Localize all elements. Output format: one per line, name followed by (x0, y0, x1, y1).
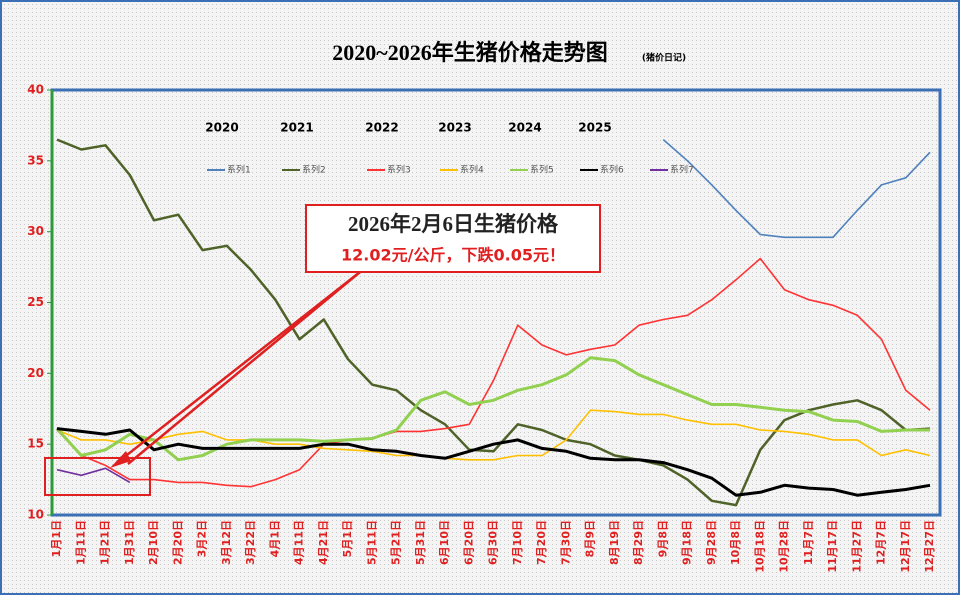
x-tick-label: 12月17日 (899, 520, 912, 573)
callout-title: 2026年2月6日生猪价格 (348, 212, 559, 236)
legend-label: 系列3 (387, 164, 411, 176)
x-tick-label: 8月9日 (584, 520, 597, 557)
year-label: 2021 (280, 121, 313, 135)
y-tick-label: 25 (27, 295, 44, 309)
arrow (117, 271, 361, 463)
x-tick-label: 2月10日 (147, 520, 160, 565)
x-tick-label: 1月11日 (74, 520, 87, 565)
x-tick-label: 5月21日 (390, 520, 403, 565)
highlight-box (44, 457, 151, 496)
x-tick-label: 2月20日 (171, 520, 184, 565)
legend-label: 系列2 (302, 164, 326, 176)
x-tick-label: 3月22日 (244, 520, 257, 565)
y-tick-label: 20 (27, 366, 44, 380)
x-tick-label: 7月20日 (535, 520, 548, 565)
x-tick-label: 10月8日 (729, 520, 742, 565)
x-tick-label: 4月11日 (293, 520, 306, 565)
x-tick-label: 10月18日 (753, 520, 766, 573)
year-label: 2020 (205, 121, 238, 135)
lines (55, 138, 931, 507)
x-tick-label: 4月1日 (268, 520, 281, 557)
legend-label: 系列5 (530, 164, 554, 176)
x-tick-label: 7月10日 (511, 520, 524, 565)
y-tick-label: 40 (27, 83, 44, 97)
x-tick-label: 6月20日 (462, 520, 475, 565)
arrow-head (110, 451, 131, 468)
x-tick-label: 11月27日 (850, 520, 863, 573)
x-tick-label: 5月11日 (365, 520, 378, 565)
x-tick-label: 9月18日 (681, 520, 694, 565)
x-tick-label: 6月10日 (438, 520, 451, 565)
x-tick-label: 3月12日 (220, 520, 233, 565)
legend-label: 系列4 (460, 164, 484, 176)
x-tick-label: 8月29日 (632, 520, 645, 565)
legend-label: 系列7 (670, 164, 694, 176)
legend-label: 系列1 (227, 164, 251, 176)
year-label: 2023 (438, 121, 471, 135)
x-tick-label: 1月31日 (123, 520, 136, 565)
series-line (56, 409, 931, 461)
chart-title: 2020~2026年生猪价格走势图 (332, 40, 607, 65)
x-tick-label: 1月21日 (99, 520, 112, 565)
x-tick-label: 4月21日 (317, 520, 330, 565)
x-tick-label: 7月30日 (559, 520, 572, 565)
x-tick-label: 5月31日 (414, 520, 427, 565)
year-label: 2025 (578, 121, 611, 135)
y-tick-label: 15 (27, 437, 44, 451)
callout-box (305, 204, 601, 273)
series-line (56, 257, 931, 488)
x-tick-label: 9月28日 (705, 520, 718, 565)
x-tick-label: 3月2日 (196, 520, 209, 557)
series-line (56, 427, 931, 497)
x-tick-label: 8月19日 (608, 520, 621, 565)
year-label: 2024 (508, 121, 541, 135)
y-tick-label: 30 (27, 224, 44, 238)
series-line (56, 138, 931, 507)
y-tick-label: 35 (27, 153, 44, 167)
series-line (55, 356, 930, 462)
x-tick-label: 11月7日 (802, 520, 815, 565)
plot-area (50, 88, 942, 517)
x-tick-label: 1月1日 (50, 520, 63, 557)
x-tick-label: 9月8日 (656, 520, 669, 557)
chart-subtitle: (猪价日记) (642, 52, 686, 64)
series-line (56, 467, 131, 484)
x-tick-label: 5月1日 (341, 520, 354, 557)
callout: 2026年2月6日生猪价格 12.02元/公斤，下跌0.05元！ (44, 204, 601, 496)
x-tick-label: 12月27日 (923, 520, 936, 573)
legend-label: 系列6 (600, 164, 624, 176)
arrow (127, 271, 361, 465)
x-tick-label: 12月7日 (875, 520, 888, 565)
x-tick-label: 11月17日 (826, 520, 839, 573)
year-label: 2022 (365, 121, 398, 135)
y-tick-label: 10 (27, 508, 44, 522)
callout-text: 12.02元/公斤，下跌0.05元！ (341, 246, 565, 265)
series-line (662, 138, 931, 239)
x-tick-label: 6月30日 (487, 520, 500, 565)
x-tick-label: 10月28日 (778, 520, 791, 573)
